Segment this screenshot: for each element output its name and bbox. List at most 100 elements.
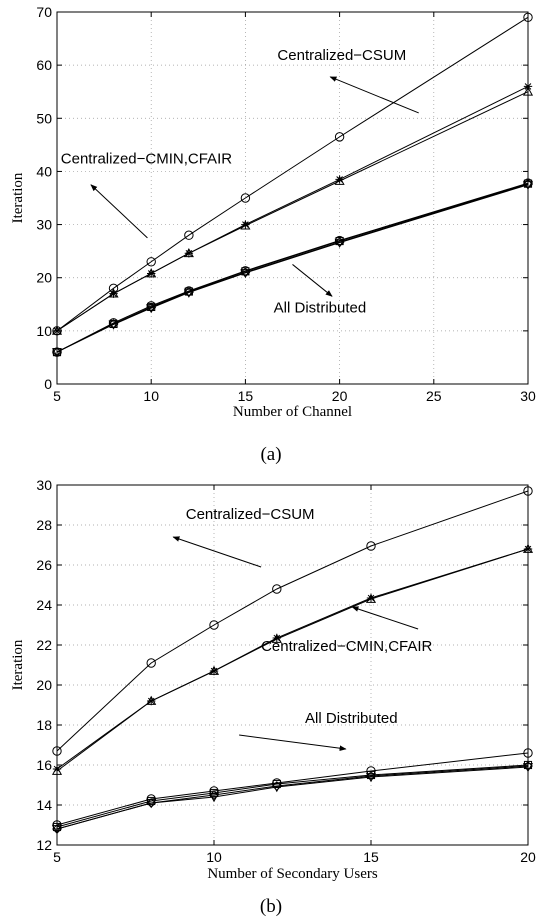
data-point-triangle-down — [108, 320, 119, 330]
series-line — [56, 765, 529, 830]
y-tick-label: 12 — [36, 837, 52, 853]
data-point-triangle — [271, 633, 282, 643]
series-line — [56, 184, 529, 353]
annotation-label: Centralized−CSUM — [277, 47, 406, 64]
y-tick-label: 24 — [36, 597, 52, 613]
series-4 — [52, 179, 533, 357]
x-tick-label: 20 — [332, 388, 348, 404]
data-point-triangle — [365, 593, 377, 603]
series-1 — [52, 544, 533, 774]
series-5 — [52, 179, 533, 358]
data-point-triangle — [522, 543, 534, 553]
series-line — [56, 752, 529, 826]
data-point-star — [272, 633, 281, 643]
data-point-circle — [523, 12, 533, 23]
y-tick-label: 70 — [36, 4, 52, 20]
plot-frame — [56, 11, 529, 385]
annotation-label: All Distributed — [305, 710, 398, 727]
series-line — [56, 764, 529, 828]
data-point-triangle-down — [51, 348, 63, 358]
data-point-circle — [146, 257, 156, 267]
data-point-triangle — [146, 268, 157, 278]
data-point-triangle — [108, 288, 119, 298]
annotation-label: Centralized−CMIN,CFAIR — [261, 638, 432, 655]
data-point-triangle-down — [522, 763, 534, 773]
series-2 — [51, 543, 534, 775]
annotation: All Distributed — [274, 264, 367, 316]
y-tick-label: 30 — [36, 217, 52, 233]
annotation: Centralized−CSUM — [172, 506, 315, 568]
y-tick-label: 28 — [36, 517, 52, 533]
y-tick-label: 18 — [36, 717, 52, 733]
annotation-arrow — [239, 734, 347, 751]
x-tick-label: 5 — [53, 388, 61, 404]
series-6 — [51, 180, 534, 358]
data-point-triangle — [51, 765, 63, 775]
series-line — [56, 490, 529, 752]
x-tick-label: 25 — [426, 388, 442, 404]
y-tick-label: 30 — [36, 477, 52, 493]
data-point-circle — [334, 132, 345, 142]
y-tick-label: 50 — [36, 110, 52, 126]
annotation-label: All Distributed — [274, 299, 367, 316]
data-point-triangle-down — [208, 793, 220, 803]
plot-frame — [56, 484, 529, 846]
y-tick-label: 20 — [36, 677, 52, 693]
data-point-star — [366, 593, 376, 603]
data-point-triangle — [334, 175, 345, 185]
data-point-triangle — [240, 220, 251, 230]
series-line — [56, 183, 529, 353]
chart-b: 5 10 15 20 12 14 16 18 20 22 24 26 28 30 Number of Sec… — [10, 477, 536, 917]
series-3 — [52, 748, 533, 830]
figure-caption: (a) — [260, 444, 281, 465]
x-tick-label: 10 — [143, 388, 159, 404]
x-axis-label: Number of Secondary Users — [207, 866, 378, 882]
data-point-triangle-down — [240, 269, 251, 279]
x-tick-label: 15 — [238, 388, 254, 404]
series-line — [56, 182, 529, 353]
annotation: Centralized−CMIN,CFAIR — [61, 150, 232, 239]
annotation-arrow — [172, 536, 262, 568]
series-line — [56, 548, 529, 772]
x-tick-label: 5 — [53, 849, 61, 865]
series-line — [56, 91, 529, 332]
series-line — [56, 766, 529, 830]
data-point-circle — [272, 584, 282, 594]
data-point-triangle-down — [146, 799, 157, 809]
series-line — [56, 183, 529, 353]
data-point-triangle-down — [365, 773, 377, 783]
data-point-circle — [523, 486, 533, 496]
data-point-circle — [184, 230, 194, 240]
chart-a: 5 10 15 20 25 30 0 10 20 30 40 50 60 70 Number of Chan… — [10, 4, 536, 465]
y-tick-label: 16 — [36, 757, 52, 773]
data-point-circle — [366, 541, 376, 551]
data-point-circle — [52, 746, 62, 756]
annotation-label: Centralized−CSUM — [186, 506, 315, 523]
data-point-triangle — [146, 695, 157, 705]
data-point-triangle-down — [271, 783, 282, 793]
y-tick-label: 60 — [36, 57, 52, 73]
data-point-triangle — [208, 665, 220, 675]
series-line — [56, 16, 529, 332]
y-tick-label: 26 — [36, 557, 52, 573]
data-point-triangle — [51, 325, 63, 335]
y-tick-label: 20 — [36, 270, 52, 286]
y-axis-label: Iteration — [10, 639, 26, 690]
data-point-triangle-down — [522, 180, 534, 190]
data-point-circle — [523, 748, 533, 758]
data-point-triangle — [522, 86, 534, 96]
x-tick-label: 30 — [520, 388, 536, 404]
annotation-label: Centralized−CMIN,CFAIR — [61, 150, 232, 167]
annotation: All Distributed — [239, 710, 398, 751]
data-point-circle — [146, 658, 156, 668]
data-point-star — [523, 82, 533, 91]
annotation-arrow — [351, 606, 419, 630]
data-point-triangle-down — [51, 825, 63, 835]
y-tick-label: 22 — [36, 637, 52, 653]
data-point-triangle-down — [183, 288, 194, 298]
data-point-star — [52, 764, 62, 774]
x-tick-label: 20 — [520, 849, 536, 865]
data-point-circle — [52, 820, 62, 830]
data-point-circle — [240, 193, 251, 203]
